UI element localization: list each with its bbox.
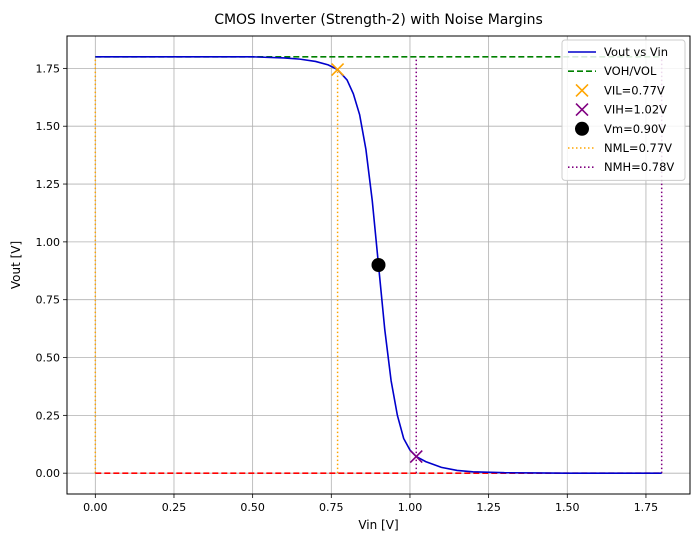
y-tick-label: 1.25 <box>36 178 61 191</box>
x-tick-label: 1.00 <box>398 501 423 514</box>
y-tick-label: 0.75 <box>36 294 61 307</box>
circle-marker <box>371 258 386 272</box>
legend-x-swatch <box>575 103 589 117</box>
x-tick-label: 1.75 <box>634 501 659 514</box>
x-axis-ticks: 0.00 0.25 0.50 0.75 1.00 1.25 1.50 1.75 <box>83 494 658 514</box>
legend-box <box>561 39 686 181</box>
x-tick-label: 0.50 <box>240 501 265 514</box>
legend-label: Vm=0.90V <box>604 122 666 136</box>
legend-label: NMH=0.78V <box>604 160 674 174</box>
plot-content <box>94 56 663 474</box>
x-axis-label: Vin [V] <box>358 518 398 532</box>
x-marker <box>409 449 423 464</box>
legend-x-stroke <box>575 83 589 97</box>
y-tick-label: 1.50 <box>36 120 61 133</box>
legend-circle-swatch <box>575 121 589 136</box>
legend-label: VOH/VOL <box>604 64 657 78</box>
x-tick-label: 0.25 <box>162 501 187 514</box>
x-tick-label: 1.50 <box>555 501 580 514</box>
plot-frame <box>66 35 691 495</box>
x-tick-label: 1.25 <box>476 501 501 514</box>
y-axis-label: Vout [V] <box>9 241 23 289</box>
chart-title: CMOS Inverter (Strength-2) with Noise Ma… <box>214 12 543 28</box>
y-tick-label: 1.75 <box>36 62 61 75</box>
legend-label: Vout vs Vin <box>604 45 668 59</box>
y-tick-label: 1.00 <box>36 236 61 249</box>
y-tick-label: 0.50 <box>36 352 61 365</box>
legend-label: VIH=1.02V <box>604 103 667 117</box>
y-axis-ticks: 0.00 0.25 0.50 0.75 1.00 1.25 1.50 1.75 <box>36 62 67 480</box>
legend-x-stroke <box>575 103 589 117</box>
y-tick-label: 0.25 <box>36 409 61 422</box>
legend-x-swatch <box>575 83 589 97</box>
x-marker <box>331 62 345 77</box>
x-tick-label: 0.75 <box>319 501 344 514</box>
x-tick-label: 0.00 <box>83 501 108 514</box>
x-marker-stroke <box>409 449 423 464</box>
legend: Vout vs Vin VOH/VOL VIL=0.77V VIH=1.02V Vm=0… <box>561 39 686 181</box>
legend-label: NML=0.77V <box>604 141 672 155</box>
legend-label: VIL=0.77V <box>604 83 665 97</box>
y-tick-label: 0.00 <box>36 467 61 480</box>
x-marker-stroke <box>331 62 345 77</box>
